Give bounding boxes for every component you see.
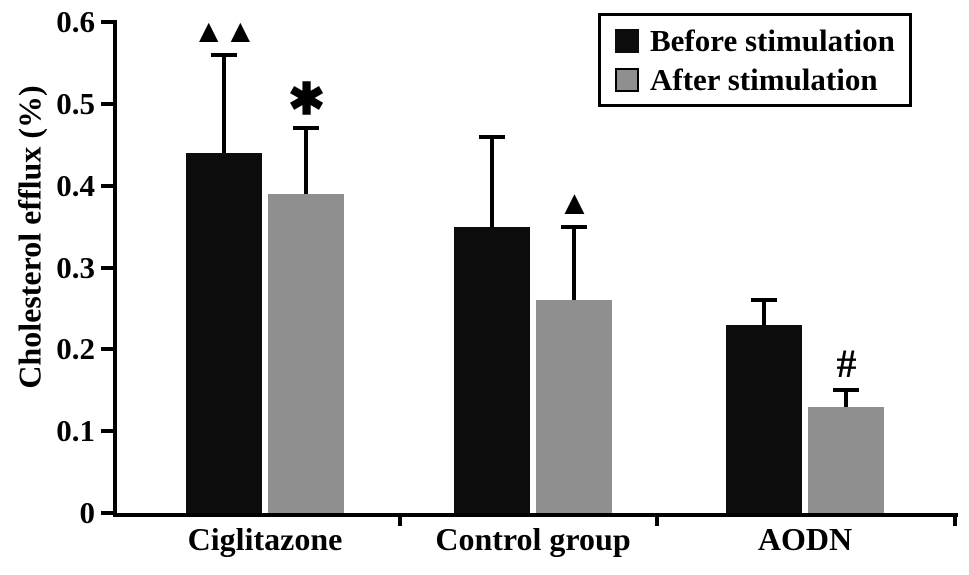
x-axis-line: [113, 513, 958, 517]
x-tick: [655, 517, 659, 526]
y-tick-label: 0: [79, 495, 96, 530]
y-axis-line: [113, 20, 117, 517]
error-bar-cap: [293, 126, 319, 131]
bar-before-stimulation-ciglitazone: [186, 152, 262, 513]
y-tick-label: 0.5: [56, 85, 95, 121]
error-bar-line: [572, 226, 576, 301]
bar-after-stimulation-ciglitazone: [268, 193, 344, 513]
legend-swatch-before-icon: [615, 28, 639, 53]
x-tick: [398, 517, 402, 526]
triangle-marker: ▲: [557, 184, 592, 222]
error-bar-cap: [561, 224, 587, 229]
y-tick: [101, 265, 113, 270]
y-tick-label: 0.1: [56, 413, 95, 449]
category-label-control-group: Control group: [435, 521, 631, 557]
asterisk-marker: ✱: [288, 75, 325, 125]
error-bar-line: [490, 136, 494, 227]
error-bar-cap: [751, 298, 777, 303]
error-bar-cap: [211, 52, 237, 57]
legend-item-before-stimulation: Before stimulation: [615, 22, 895, 59]
legend: Before stimulation After stimulation: [598, 13, 912, 107]
y-tick: [101, 511, 113, 515]
double-triangle-marker: ▲▲: [192, 13, 256, 50]
y-tick: [101, 20, 113, 24]
error-bar-line: [222, 54, 226, 153]
bar-before-stimulation-aodn: [726, 324, 802, 513]
y-tick-label: 0.3: [56, 249, 95, 285]
error-bar-cap: [833, 388, 859, 393]
y-tick: [101, 347, 113, 352]
error-bar-cap: [479, 134, 505, 139]
legend-swatch-after-icon: [615, 67, 639, 92]
category-label-ciglitazone: Ciglitazone: [187, 521, 343, 557]
bar-after-stimulation-control-group: [536, 300, 612, 513]
y-tick: [101, 429, 113, 434]
error-bar-line: [762, 300, 766, 325]
y-tick-label: 0.6: [56, 4, 95, 39]
error-bar-line: [304, 128, 308, 194]
category-label-aodn: AODN: [757, 521, 853, 557]
y-tick: [101, 101, 113, 106]
y-tick: [101, 183, 113, 188]
x-tick: [953, 517, 957, 526]
legend-label-before: Before stimulation: [650, 23, 895, 58]
error-bar-line: [844, 390, 848, 407]
bar-after-stimulation-aodn: [808, 406, 884, 513]
legend-item-after-stimulation: After stimulation: [615, 61, 895, 98]
y-tick-label: 0.4: [56, 167, 95, 203]
hash-marker: #: [836, 341, 857, 387]
y-tick-label: 0.2: [56, 331, 95, 367]
bar-before-stimulation-control-group: [454, 226, 530, 513]
legend-label-after: After stimulation: [650, 62, 878, 97]
